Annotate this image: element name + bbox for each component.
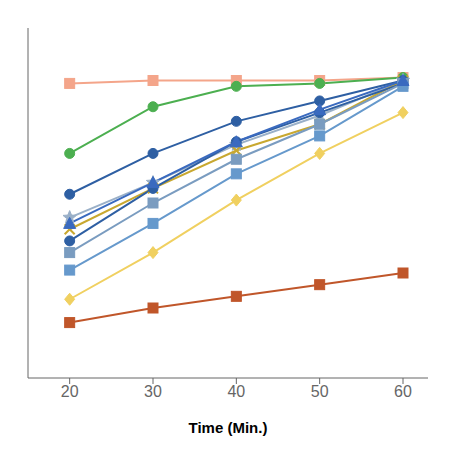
svg-text:40: 40: [227, 383, 245, 400]
svg-text:30: 30: [144, 383, 162, 400]
svg-text:20: 20: [61, 383, 79, 400]
svg-text:50: 50: [311, 383, 329, 400]
svg-text:Time (Min.): Time (Min.): [189, 419, 268, 436]
svg-text:60: 60: [394, 383, 412, 400]
